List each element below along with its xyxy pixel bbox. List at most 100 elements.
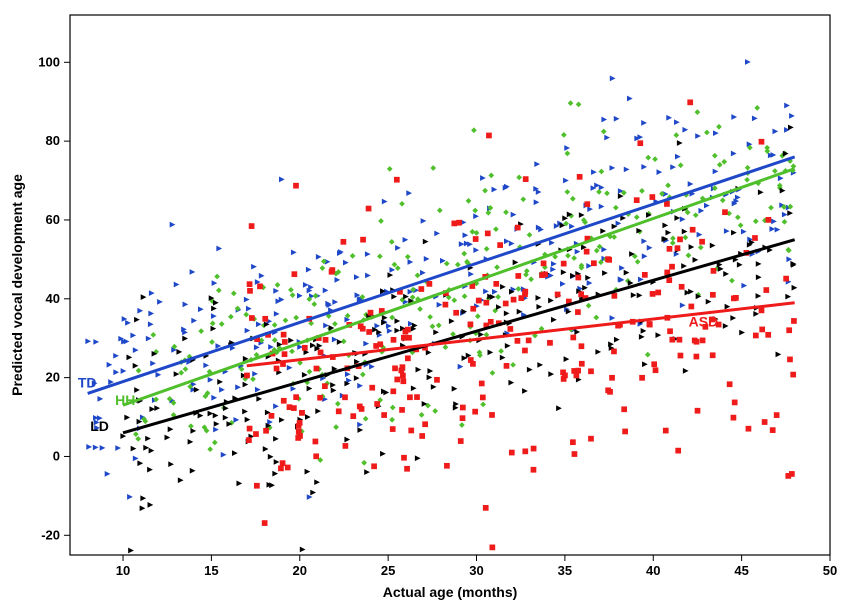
point xyxy=(317,395,323,401)
point xyxy=(262,316,268,322)
point xyxy=(522,348,528,354)
point xyxy=(637,140,643,146)
point xyxy=(522,289,528,295)
point xyxy=(759,139,765,145)
point xyxy=(759,327,765,333)
point xyxy=(399,407,405,413)
y-tick-label: 40 xyxy=(46,291,60,306)
point xyxy=(561,261,567,267)
point xyxy=(570,335,576,341)
point xyxy=(418,286,424,292)
point xyxy=(732,400,738,406)
point xyxy=(405,355,411,361)
point xyxy=(369,385,375,391)
point xyxy=(460,415,466,421)
point xyxy=(650,291,656,297)
point xyxy=(391,337,397,343)
point xyxy=(711,268,717,274)
point xyxy=(759,308,765,314)
point xyxy=(263,428,269,434)
point xyxy=(669,264,675,270)
point xyxy=(669,337,675,343)
point xyxy=(486,133,492,139)
point xyxy=(579,361,585,367)
point xyxy=(710,292,716,298)
y-tick-label: 20 xyxy=(46,370,60,385)
point xyxy=(368,310,374,316)
point xyxy=(666,277,672,283)
point xyxy=(694,339,700,345)
point xyxy=(278,466,284,472)
point xyxy=(342,394,348,400)
point xyxy=(249,223,255,229)
point xyxy=(374,401,380,407)
point xyxy=(394,177,400,183)
point xyxy=(790,372,796,378)
point xyxy=(285,465,291,471)
x-tick-label: 20 xyxy=(293,563,307,578)
x-tick-label: 45 xyxy=(734,563,748,578)
point xyxy=(663,428,669,434)
y-tick-label: -20 xyxy=(41,527,60,542)
point xyxy=(254,483,260,489)
plot-area xyxy=(70,15,830,555)
point xyxy=(515,338,521,344)
point xyxy=(667,328,673,334)
x-axis-title: Actual age (months) xyxy=(383,584,518,600)
point xyxy=(571,368,577,374)
point xyxy=(280,460,286,466)
point xyxy=(281,332,287,338)
point xyxy=(763,287,769,293)
point xyxy=(774,412,780,418)
point xyxy=(472,409,478,415)
point xyxy=(401,455,407,461)
point xyxy=(722,209,728,215)
x-tick-label: 10 xyxy=(116,563,130,578)
point xyxy=(314,366,320,372)
point xyxy=(404,466,410,472)
point xyxy=(296,429,302,435)
point xyxy=(453,310,459,316)
point xyxy=(468,321,474,327)
point xyxy=(419,433,425,439)
point xyxy=(523,176,529,182)
point xyxy=(257,283,263,289)
y-axis-title: Predicted vocal development age xyxy=(9,174,25,396)
point xyxy=(785,473,791,479)
point xyxy=(493,281,499,287)
y-tick-label: 80 xyxy=(46,133,60,148)
point xyxy=(752,235,758,241)
point xyxy=(612,293,618,299)
point xyxy=(765,332,771,338)
point xyxy=(336,408,342,414)
x-tick-label: 40 xyxy=(646,563,660,578)
point xyxy=(434,377,440,383)
scatter-chart: 101520253035404550-20020406080100Actual … xyxy=(0,0,850,614)
point xyxy=(479,381,485,387)
y-tick-label: 100 xyxy=(38,54,60,69)
point xyxy=(282,351,288,357)
point xyxy=(414,394,420,400)
point xyxy=(392,365,398,371)
point xyxy=(526,338,532,344)
series-label-TD: TD xyxy=(78,374,97,390)
point xyxy=(366,206,372,212)
point xyxy=(539,272,545,278)
point xyxy=(323,337,329,343)
point xyxy=(350,413,356,419)
point xyxy=(293,394,299,400)
series-label-LD: LD xyxy=(90,418,109,434)
point xyxy=(675,245,681,251)
point xyxy=(287,404,293,410)
point xyxy=(468,357,474,363)
point xyxy=(400,373,406,379)
point xyxy=(249,315,255,321)
point xyxy=(403,329,409,335)
point xyxy=(282,339,288,345)
point xyxy=(678,353,684,359)
point xyxy=(509,450,515,456)
point xyxy=(359,406,365,412)
point xyxy=(488,319,494,325)
point xyxy=(700,338,706,344)
point xyxy=(460,405,466,411)
